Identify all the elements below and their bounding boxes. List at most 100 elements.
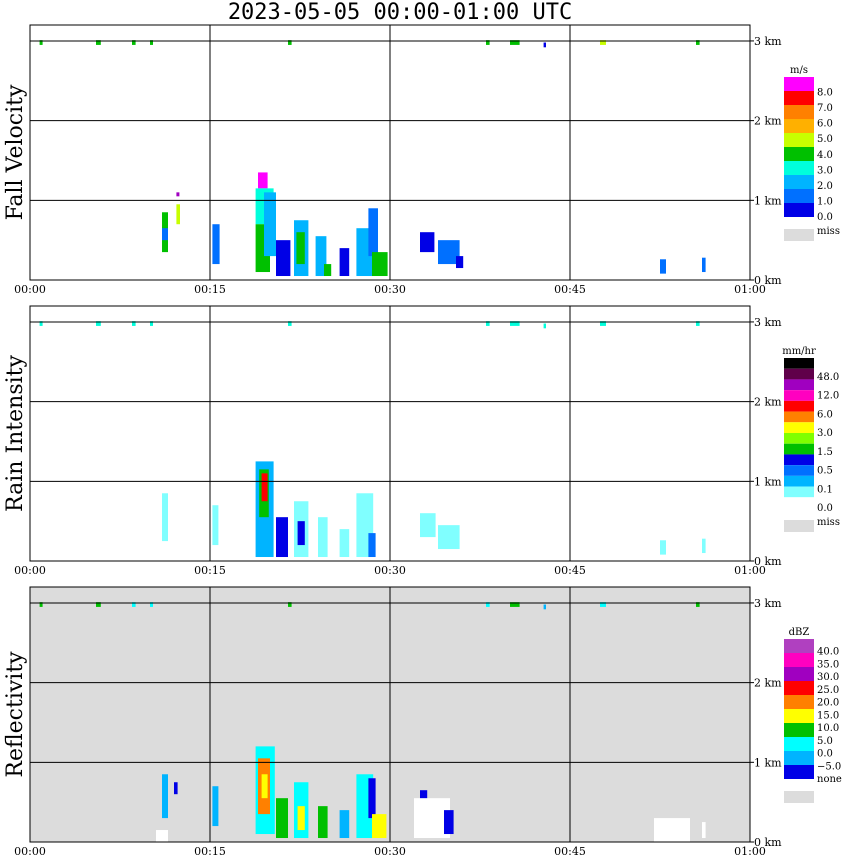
colorbar-swatch [784,475,814,487]
data-cell [486,40,490,45]
data-cell [339,248,350,277]
y-tick-label: 0 km [754,836,782,849]
colorbar-label: 6.0 [817,409,833,420]
colorbar-swatch [784,465,814,476]
data-cell [543,42,546,48]
colorbar-swatch [784,368,814,380]
data-cell [318,806,328,839]
colorbar-label: 25.0 [817,685,839,696]
colorbar-swatch [784,105,814,119]
x-tick-label: 00:15 [194,564,226,577]
data-cell [456,256,464,269]
data-cell [288,40,292,45]
y-tick-label: 3 km [754,35,782,48]
data-cell [510,321,520,326]
colorbar-swatch [784,486,814,498]
x-tick-label: 00:30 [374,283,406,296]
data-cell [96,321,101,326]
colorbar-label: 6.0 [817,119,833,130]
colorbar-label: −5.0 [817,761,841,772]
colorbar-label: 12.0 [817,391,839,402]
data-cell [510,40,520,45]
colorbar-miss-swatch [784,520,814,532]
colorbar-swatch [784,91,814,105]
colorbar-label: 0.0 [817,212,833,223]
colorbar-unit: m/s [790,65,808,76]
data-cell [486,602,490,607]
colorbar-swatch [784,765,814,779]
colorbar-label: 30.0 [817,672,839,683]
data-cell [176,192,180,197]
data-cell [600,602,606,607]
data-cell [600,40,606,45]
x-tick-label: 00:00 [14,283,46,296]
colorbar-label: 20.0 [817,698,839,709]
colorbar-swatch [784,358,814,369]
data-cell [368,778,376,819]
data-cell [150,321,153,326]
data-cell [368,533,376,558]
data-cell [150,40,153,45]
data-cell [176,204,180,225]
panel-label: Reflectivity [3,651,28,778]
data-cell [132,602,136,607]
colorbar-swatch [784,411,814,423]
data-cell [696,321,700,326]
data-cell [297,806,305,831]
data-cell [288,602,292,607]
x-tick-label: 00:30 [374,845,406,858]
colorbar-label: 3.0 [817,165,833,176]
colorbar-label: 2.0 [817,181,833,192]
data-cell [276,240,291,277]
x-tick-label: 00:15 [194,845,226,858]
colorbar-label: 1.0 [817,196,833,207]
colorbar-label: 0.5 [817,466,833,477]
x-tick-label: 00:15 [194,283,226,296]
data-cell [510,602,520,607]
data-cell [212,505,219,546]
colorbar-swatch [784,119,814,133]
data-cell [339,529,350,558]
colorbar-label: 7.0 [817,103,833,114]
data-cell [543,323,546,329]
panel-frame [29,305,751,562]
data-cell [486,321,490,326]
data-cell [660,259,666,274]
data-cell [156,830,168,842]
data-cell [264,192,276,257]
data-cell [444,810,454,835]
data-cell [438,525,460,550]
colorbar-swatch [784,379,814,391]
colorbar-swatch [784,443,814,455]
data-cell [420,790,428,803]
data-cell [600,321,606,326]
data-cell [162,774,168,819]
colorbar-swatch [784,667,814,681]
data-cell [420,232,435,253]
colorbar-swatch [784,189,814,203]
colorbar-swatch [784,390,814,401]
colorbar-swatch [784,147,814,161]
data-cell [702,822,706,839]
data-cell [261,774,268,799]
x-tick-label: 01:00 [734,564,766,577]
y-tick-label: 2 km [754,677,782,690]
data-cell [132,321,136,326]
y-tick-label: 1 km [754,475,782,488]
colorbar-miss-label: miss [817,226,840,237]
y-tick-label: 3 km [754,316,782,329]
data-cell [39,40,43,45]
data-cell [276,798,288,839]
data-cell [372,252,388,277]
colorbar-label: 0.1 [817,484,833,495]
colorbar-swatch [784,639,814,653]
y-tick-label: 1 km [754,756,782,769]
colorbar-swatch [784,203,814,217]
panel-label: Rain Intensity [3,354,28,511]
data-cell [696,40,700,45]
colorbar-label: 10.0 [817,723,839,734]
colorbar-label: 0.0 [817,503,833,514]
colorbar-swatch [784,653,814,667]
data-cell [261,473,268,502]
